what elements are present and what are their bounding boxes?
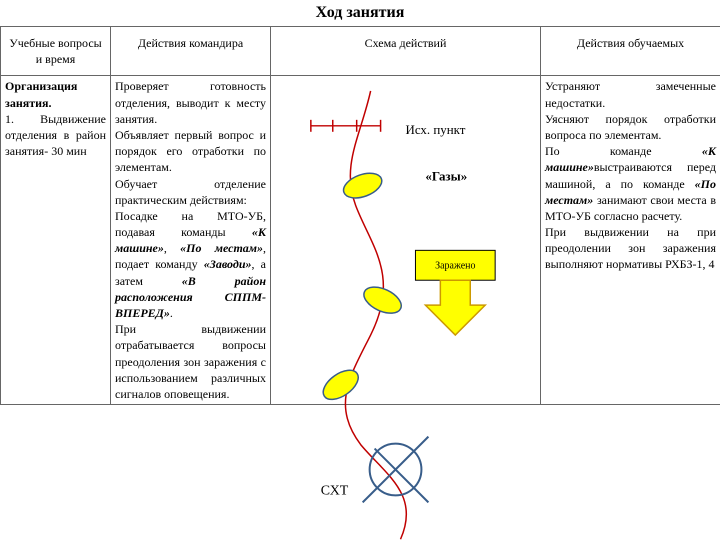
start-bracket: [311, 120, 381, 132]
tr-p3a: По команде: [545, 144, 702, 158]
sxt-symbol: [363, 437, 429, 503]
cmd-p4c: ,: [164, 241, 180, 255]
scheme-svg: Исх. пункт «Газы» Заражено СХТ: [271, 76, 540, 544]
cell-questions: Организация занятия. 1. Выдвижение отдел…: [1, 76, 111, 405]
tr-p4: При выдвижении на при преодолении зон за…: [545, 225, 716, 271]
cmd-p3: Обучает отделение практическим действиям…: [115, 177, 266, 207]
cell-diagram: Исх. пункт «Газы» Заражено СХТ: [271, 76, 541, 405]
cmd-p4f: «Заводи»: [204, 257, 252, 271]
header-c2: Действия командира: [111, 27, 271, 76]
cmd-p4a: Посадке на МТО-УБ, подавая команды: [115, 209, 266, 239]
org-l2: занятия.: [5, 96, 52, 110]
cmd-p4d: «По местам»: [180, 241, 263, 255]
cmd-p1: Проверяет готовность отделения, выводит …: [115, 79, 266, 125]
down-arrow: [425, 281, 485, 336]
cell-trainees: Устраняют замеченные недостатки. Уясняют…: [541, 76, 720, 405]
isx-label: Исх. пункт: [405, 122, 465, 137]
zar-label: Заражено: [435, 261, 475, 272]
org-l3: 1. Выдвижение отделения в район занятия-…: [5, 112, 106, 158]
sxt-label: СХТ: [321, 484, 349, 499]
header-c1: Учебные вопросы и время: [1, 27, 111, 76]
org-l1: Организация: [5, 79, 77, 93]
page-title: Ход занятия: [0, 0, 720, 26]
gazy-label: «Газы»: [425, 169, 467, 184]
cmd-p4i: .: [170, 306, 173, 320]
header-c4: Действия обучаемых: [541, 27, 720, 76]
cell-commander: Проверяет готовность отделения, выводит …: [111, 76, 271, 405]
table-row: Организация занятия. 1. Выдвижение отдел…: [1, 76, 720, 405]
tr-p2: Уясняют порядок отработки вопроса по эле…: [545, 112, 716, 142]
table-header-row: Учебные вопросы и время Действия команди…: [1, 27, 720, 76]
tr-p1: Устраняют замеченные недостатки.: [545, 79, 716, 109]
cmd-p5: При выдвижении отрабатывается вопросы пр…: [115, 322, 266, 401]
header-c3: Схема действий: [271, 27, 541, 76]
cmd-p2: Объявляет первый вопрос и порядок его от…: [115, 128, 266, 174]
lesson-table: Учебные вопросы и время Действия команди…: [0, 26, 720, 405]
